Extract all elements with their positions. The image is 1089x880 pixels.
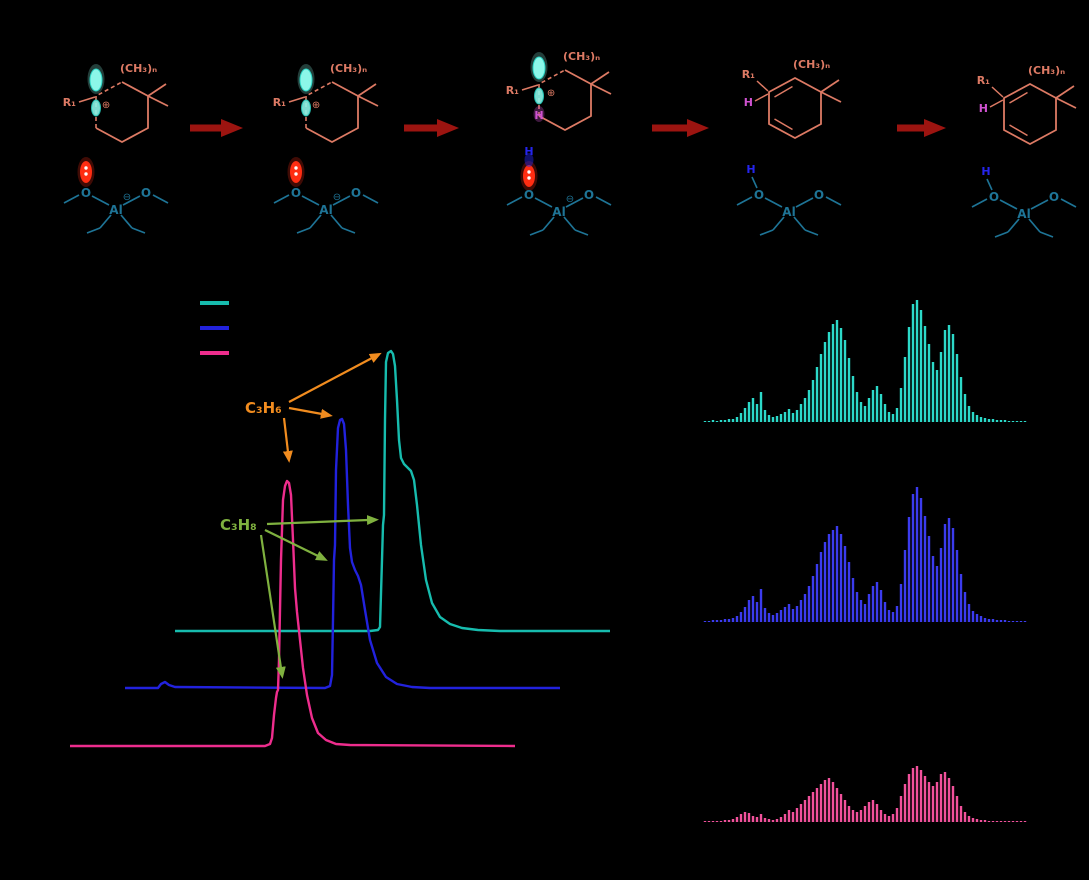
oxygen-lone-pair-orbital-icon [77, 157, 95, 187]
gc-chromatogram: C₃H₆ C₃H₈ [70, 301, 610, 748]
mechanism-stage-2: (CH₃)ₙ R₁ ⊕ O O Al ⊖ [273, 62, 379, 234]
methyl-count-label: (CH₃)ₙ [1028, 64, 1065, 77]
mass-spectra [703, 300, 1027, 822]
transferring-h-label: H [534, 109, 543, 122]
ring-h-label: H [979, 102, 988, 115]
spectrum-pink [703, 766, 1027, 822]
surface-h-label: H [746, 163, 755, 176]
r1-label: R₁ [273, 96, 286, 109]
mechanism-scheme: (CH₃)ₙ R₁ ⊕ O O Al ⊖ (CH₃)ₙ R₁ ⊕ [63, 50, 1077, 238]
plus-charge-icon: ⊕ [547, 88, 555, 99]
methyl-count-label: (CH₃)ₙ [563, 50, 600, 63]
propene-arrow-blue [288, 406, 333, 419]
minus-charge-icon: ⊖ [123, 192, 131, 203]
h-transfer-glow [533, 106, 545, 122]
carbenium-ring [78, 63, 169, 143]
propene-arrow-pink [282, 417, 293, 463]
spectrum-teal [703, 300, 1027, 422]
trace-legend [200, 301, 229, 355]
surface-h-label: H [981, 165, 990, 178]
gc-traces [70, 349, 610, 748]
propane-arrow-pink [259, 534, 286, 679]
al-label: Al [319, 203, 332, 217]
o-left-label: O [524, 188, 534, 202]
propene-arrow-teal [288, 352, 382, 403]
o-right-label: O [814, 188, 824, 202]
o-h-bond [751, 176, 758, 189]
plus-charge-icon: ⊕ [312, 100, 320, 111]
propene-label: C₃H₆ [245, 399, 282, 417]
propane-label: C₃H₈ [220, 516, 257, 534]
gc-trace-blue [125, 417, 560, 690]
h-approach-glow [524, 153, 534, 167]
gc-trace-teal [175, 349, 610, 633]
methyl-count-label: (CH₃)ₙ [120, 62, 157, 75]
o-left-label: O [754, 188, 764, 202]
diene-ring [754, 77, 842, 139]
mechanism-stage-1: (CH₃)ₙ R₁ ⊕ O O Al ⊖ [63, 62, 169, 234]
al-label: Al [109, 203, 122, 217]
propane-arrow-teal [266, 515, 379, 526]
diene-ring [989, 83, 1077, 145]
surface-h-label: H [524, 145, 533, 158]
spectrum-blue [703, 487, 1027, 622]
minus-charge-icon: ⊖ [333, 192, 341, 203]
mechanism-stage-4: (CH₃)ₙ R₁ H H O O Al [736, 58, 842, 236]
methyl-count-label: (CH₃)ₙ [793, 58, 830, 71]
al-label: Al [782, 205, 795, 219]
o-right-label: O [141, 186, 151, 200]
methyl-count-label: (CH₃)ₙ [330, 62, 367, 75]
o-left-label: O [291, 186, 301, 200]
o-left-label: O [81, 186, 91, 200]
carbenium-ring [288, 63, 379, 143]
r1-label: R₁ [977, 74, 990, 87]
mechanism-stage-3: (CH₃)ₙ R₁ ⊕ H H O O Al ⊖ [506, 50, 612, 236]
propane-arrow-blue [264, 529, 328, 561]
o-left-label: O [989, 190, 999, 204]
o-right-label: O [351, 186, 361, 200]
oxygen-lone-pair-orbital-icon [287, 157, 305, 187]
gc-trace-pink [70, 479, 516, 748]
r1-label: R₁ [63, 96, 76, 109]
plus-charge-icon: ⊕ [102, 100, 110, 111]
minus-charge-icon: ⊖ [566, 194, 574, 205]
o-h-bond [986, 178, 993, 191]
r1-label: R₁ [506, 84, 519, 97]
al-label: Al [552, 205, 565, 219]
r1-label: R₁ [742, 68, 755, 81]
ring-h-label: H [744, 96, 753, 109]
al-label: Al [1017, 207, 1030, 221]
o-right-label: O [1049, 190, 1059, 204]
mechanism-stage-5: (CH₃)ₙ R₁ H H O O Al [971, 64, 1077, 238]
peak-annotations: C₃H₆ C₃H₈ [220, 352, 382, 679]
o-right-label: O [584, 188, 594, 202]
